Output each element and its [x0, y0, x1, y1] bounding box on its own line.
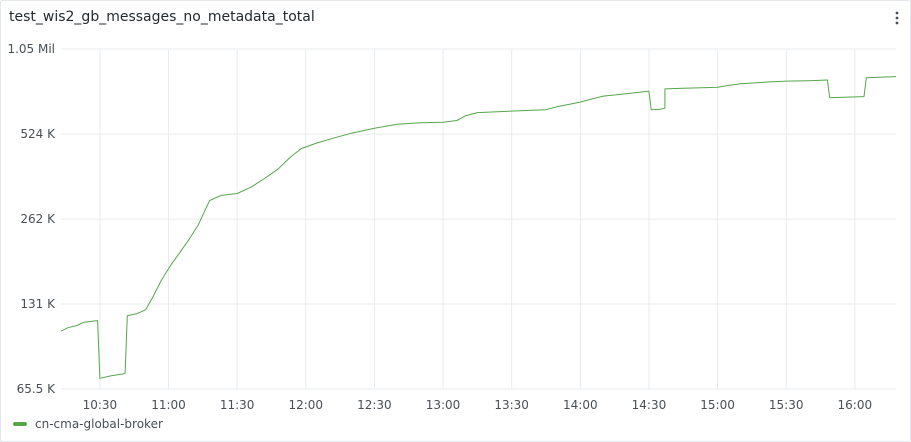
y-tick-label: 65.5 K: [17, 382, 57, 396]
y-axis: 65.5 K 131 K 262 K 524 K 1.05 Mil: [7, 42, 56, 396]
x-tick-label: 15:30: [769, 398, 804, 412]
series-line: [60, 76, 897, 379]
legend-item[interactable]: cn-cma-global-broker: [13, 417, 163, 431]
chart-grid: [61, 48, 896, 390]
x-tick-label: 12:30: [357, 398, 392, 412]
series-layer: [60, 76, 897, 379]
x-tick-label: 16:00: [838, 398, 873, 412]
x-tick-label: 13:30: [494, 398, 529, 412]
panel-title[interactable]: test_wis2_gb_messages_no_metadata_total: [9, 9, 315, 25]
x-tick-label: 11:00: [151, 398, 186, 412]
x-tick-label: 14:00: [563, 398, 598, 412]
x-axis: 10:30 11:00 11:30 12:00 12:30 13:00 13:30 14:00…: [83, 398, 873, 412]
legend-label: cn-cma-global-broker: [35, 417, 163, 431]
kebab-menu-icon[interactable]: [884, 3, 910, 33]
x-tick-label: 14:30: [632, 398, 667, 412]
y-tick-label: 1.05 Mil: [7, 42, 55, 56]
x-tick-label: 15:00: [700, 398, 735, 412]
y-tick-label: 262 K: [20, 212, 56, 226]
x-tick-label: 11:30: [220, 398, 255, 412]
panel-header: test_wis2_gb_messages_no_metadata_total: [1, 1, 910, 35]
x-tick-label: 13:00: [426, 398, 461, 412]
y-tick-label: 524 K: [20, 127, 56, 141]
x-tick-label: 10:30: [83, 398, 118, 412]
legend-swatch: [13, 422, 27, 426]
y-tick-label: 131 K: [20, 297, 56, 311]
x-tick-label: 12:00: [288, 398, 323, 412]
